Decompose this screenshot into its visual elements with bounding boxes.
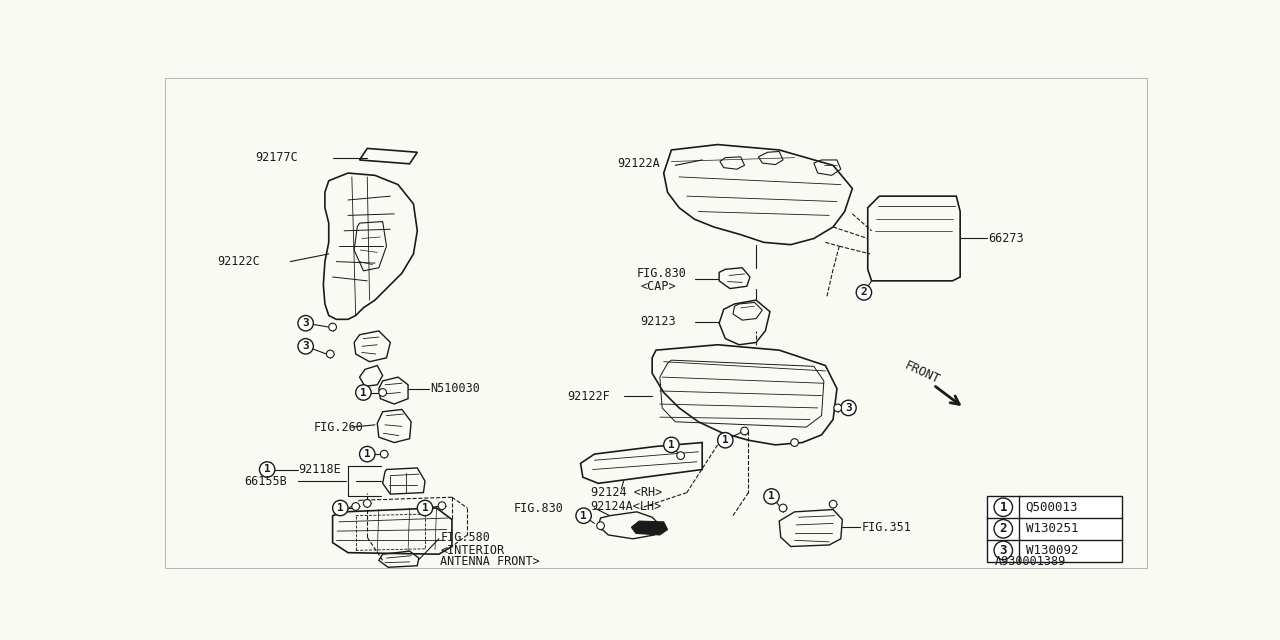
Circle shape: [417, 500, 433, 516]
Circle shape: [995, 498, 1012, 516]
Text: 2: 2: [1000, 522, 1007, 535]
Circle shape: [576, 508, 591, 524]
Text: A930001389: A930001389: [995, 556, 1066, 568]
Text: 92124A<LH>: 92124A<LH>: [590, 500, 662, 513]
Text: 1: 1: [1000, 500, 1007, 514]
Circle shape: [995, 520, 1012, 538]
Text: W130092: W130092: [1025, 544, 1078, 557]
Circle shape: [780, 504, 787, 512]
Text: <CAP>: <CAP>: [640, 280, 676, 292]
Text: 3: 3: [302, 341, 308, 351]
Circle shape: [841, 400, 856, 415]
Circle shape: [333, 500, 348, 516]
Circle shape: [677, 452, 685, 460]
Circle shape: [596, 522, 604, 529]
Text: 1: 1: [264, 465, 270, 474]
Circle shape: [833, 404, 841, 412]
Circle shape: [352, 502, 360, 510]
Text: 92122A: 92122A: [617, 157, 660, 170]
Circle shape: [791, 438, 799, 447]
Circle shape: [356, 385, 371, 400]
Circle shape: [438, 502, 445, 509]
Text: FIG.830: FIG.830: [513, 502, 563, 515]
Circle shape: [298, 339, 314, 354]
Circle shape: [829, 500, 837, 508]
Text: 92122F: 92122F: [567, 390, 611, 403]
Text: 1: 1: [364, 449, 371, 459]
Text: ANTENNA FRONT>: ANTENNA FRONT>: [440, 556, 540, 568]
Circle shape: [741, 427, 749, 435]
Text: 1: 1: [668, 440, 675, 450]
Circle shape: [379, 388, 387, 396]
Text: FRONT: FRONT: [902, 360, 942, 387]
Circle shape: [360, 447, 375, 462]
Text: 1: 1: [580, 511, 588, 521]
Text: N510030: N510030: [430, 382, 480, 395]
Text: FIG.260: FIG.260: [314, 420, 364, 434]
Circle shape: [995, 541, 1012, 559]
Polygon shape: [631, 521, 668, 535]
Text: <INTERIOR: <INTERIOR: [440, 544, 504, 557]
Text: 66155B: 66155B: [244, 474, 287, 488]
Text: 92124 <RH>: 92124 <RH>: [590, 486, 662, 499]
Bar: [987, 497, 1121, 562]
Circle shape: [380, 451, 388, 458]
Circle shape: [364, 500, 371, 508]
Circle shape: [260, 462, 275, 477]
Text: 1: 1: [337, 503, 343, 513]
Text: 92118E: 92118E: [298, 463, 340, 476]
Text: 1: 1: [768, 492, 774, 502]
Circle shape: [329, 323, 337, 331]
Text: FIG.580: FIG.580: [440, 531, 490, 544]
Circle shape: [718, 433, 733, 448]
Text: FIG.351: FIG.351: [861, 521, 911, 534]
Text: 66273: 66273: [988, 232, 1024, 245]
Text: 1: 1: [421, 503, 429, 513]
Text: 1: 1: [722, 435, 728, 445]
Circle shape: [326, 350, 334, 358]
Text: 3: 3: [302, 318, 308, 328]
Text: 92123: 92123: [640, 315, 676, 328]
Circle shape: [664, 437, 680, 452]
Circle shape: [856, 285, 872, 300]
Text: 92177C: 92177C: [256, 151, 298, 164]
Text: 3: 3: [845, 403, 852, 413]
Text: 2: 2: [860, 287, 868, 298]
Text: W130251: W130251: [1025, 522, 1078, 535]
Text: 1: 1: [360, 387, 367, 397]
Text: FIG.830: FIG.830: [636, 267, 686, 280]
Circle shape: [298, 316, 314, 331]
Circle shape: [764, 489, 780, 504]
Text: Q500013: Q500013: [1025, 500, 1078, 514]
Text: 3: 3: [1000, 544, 1007, 557]
Text: 92122C: 92122C: [218, 255, 260, 268]
